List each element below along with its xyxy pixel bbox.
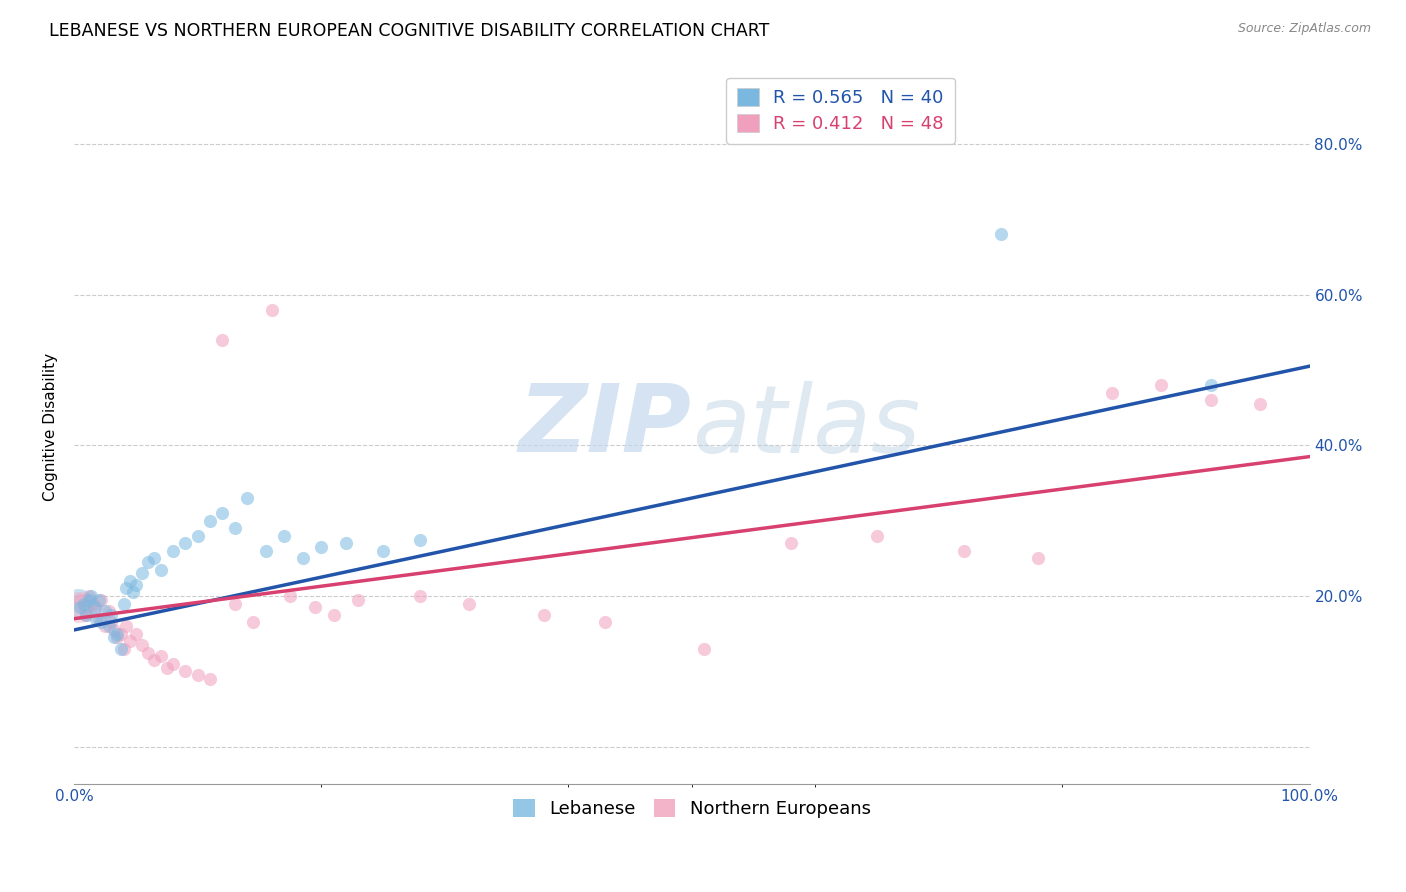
Point xyxy=(149,649,172,664)
Point xyxy=(595,615,617,630)
Point xyxy=(322,607,344,622)
Text: atlas: atlas xyxy=(692,381,920,472)
Point xyxy=(779,536,801,550)
Point xyxy=(224,597,246,611)
Point xyxy=(291,551,314,566)
Point xyxy=(458,597,481,611)
Point xyxy=(105,626,128,640)
Point xyxy=(260,302,283,317)
Point xyxy=(236,491,259,505)
Point xyxy=(90,615,112,630)
Point xyxy=(112,597,135,611)
Point xyxy=(693,641,716,656)
Point xyxy=(100,615,122,630)
Point xyxy=(242,615,264,630)
Point xyxy=(110,626,132,640)
Point xyxy=(82,597,104,611)
Point xyxy=(87,592,110,607)
Point xyxy=(118,574,141,588)
Point xyxy=(122,585,145,599)
Point xyxy=(66,597,89,611)
Point xyxy=(278,589,301,603)
Point xyxy=(75,607,97,622)
Point xyxy=(83,600,105,615)
Point xyxy=(371,544,394,558)
Point xyxy=(86,612,108,626)
Point xyxy=(1101,385,1123,400)
Point xyxy=(105,631,128,645)
Point xyxy=(866,529,889,543)
Point xyxy=(1026,551,1049,566)
Point xyxy=(309,540,332,554)
Point xyxy=(87,612,110,626)
Y-axis label: Cognitive Disability: Cognitive Disability xyxy=(44,352,58,500)
Point xyxy=(174,665,197,679)
Point xyxy=(73,600,96,615)
Point xyxy=(77,589,100,603)
Point xyxy=(1249,397,1271,411)
Point xyxy=(254,544,277,558)
Point xyxy=(69,592,91,607)
Point xyxy=(1199,378,1222,392)
Point xyxy=(136,555,159,569)
Point xyxy=(112,641,135,656)
Point xyxy=(156,660,179,674)
Point xyxy=(100,607,122,622)
Text: Source: ZipAtlas.com: Source: ZipAtlas.com xyxy=(1237,22,1371,36)
Point xyxy=(273,529,295,543)
Point xyxy=(118,634,141,648)
Point xyxy=(86,600,108,615)
Point xyxy=(304,600,326,615)
Point xyxy=(69,600,91,615)
Point xyxy=(952,544,974,558)
Point xyxy=(409,533,432,547)
Point xyxy=(97,604,120,618)
Point xyxy=(136,646,159,660)
Point xyxy=(409,589,432,603)
Point xyxy=(174,536,197,550)
Point xyxy=(198,672,221,686)
Point xyxy=(103,631,125,645)
Point xyxy=(224,521,246,535)
Point xyxy=(211,333,233,347)
Point xyxy=(90,592,112,607)
Point xyxy=(77,592,100,607)
Point xyxy=(162,657,184,671)
Point xyxy=(75,607,97,622)
Point xyxy=(80,589,103,603)
Point xyxy=(73,597,96,611)
Point xyxy=(97,619,120,633)
Point xyxy=(94,604,117,618)
Point xyxy=(187,529,209,543)
Point xyxy=(94,619,117,633)
Point xyxy=(67,600,90,615)
Point xyxy=(103,623,125,637)
Point xyxy=(335,536,357,550)
Point xyxy=(1199,393,1222,408)
Point xyxy=(211,506,233,520)
Point xyxy=(149,563,172,577)
Point xyxy=(162,544,184,558)
Point xyxy=(1150,378,1173,392)
Point xyxy=(131,638,153,652)
Point xyxy=(131,566,153,581)
Text: LEBANESE VS NORTHERN EUROPEAN COGNITIVE DISABILITY CORRELATION CHART: LEBANESE VS NORTHERN EUROPEAN COGNITIVE … xyxy=(49,22,769,40)
Point xyxy=(110,641,132,656)
Point xyxy=(125,578,148,592)
Point xyxy=(533,607,555,622)
Point xyxy=(187,668,209,682)
Legend: Lebanese, Northern Europeans: Lebanese, Northern Europeans xyxy=(506,792,877,825)
Point xyxy=(347,592,370,607)
Point xyxy=(198,514,221,528)
Point xyxy=(115,582,138,596)
Point xyxy=(990,227,1012,242)
Text: ZIP: ZIP xyxy=(519,381,692,473)
Point xyxy=(143,551,166,566)
Point xyxy=(125,626,148,640)
Point xyxy=(115,619,138,633)
Point xyxy=(143,653,166,667)
